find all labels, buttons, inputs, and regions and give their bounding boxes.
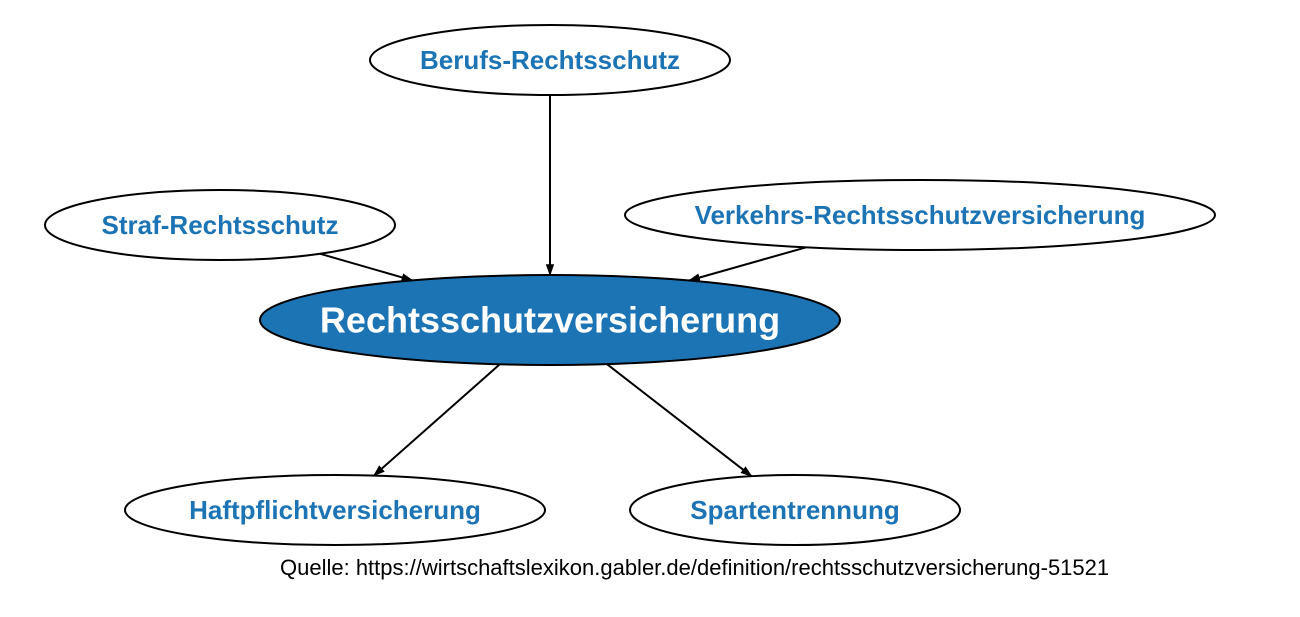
node-sparten-label: Spartentrennung [690,495,899,525]
node-straf: Straf-Rechtsschutz [45,190,395,260]
nodes-layer: Rechtsschutzversicherung Berufs-Rechtssch… [45,25,1215,545]
node-berufs-label: Berufs-Rechtsschutz [420,45,680,75]
node-haftpflicht-label: Haftpflichtversicherung [189,495,481,525]
edge-center-to-haftpflicht [374,364,500,475]
source-citation: Quelle: https://wirtschaftslexikon.gable… [280,555,1109,580]
mindmap-diagram: Rechtsschutzversicherung Berufs-Rechtssch… [0,0,1300,617]
edge-straf-to-center [320,254,413,281]
node-center: Rechtsschutzversicherung [260,275,840,365]
node-sparten: Spartentrennung [630,475,960,545]
node-verkehrs-label: Verkehrs-Rechtsschutzversicherung [695,200,1146,230]
edge-verkehrs-to-center [689,247,806,280]
node-straf-label: Straf-Rechtsschutz [102,210,339,240]
node-berufs: Berufs-Rechtsschutz [370,25,730,95]
edge-center-to-sparten [607,364,752,476]
node-center-label: Rechtsschutzversicherung [320,300,780,341]
node-verkehrs: Verkehrs-Rechtsschutzversicherung [625,180,1215,250]
node-haftpflicht: Haftpflichtversicherung [125,475,545,545]
